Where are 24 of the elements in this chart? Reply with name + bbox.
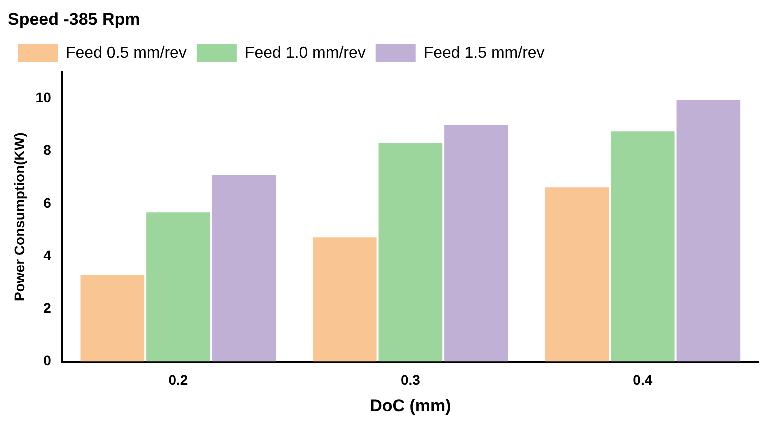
- x-tick-label: 0.3: [400, 372, 421, 388]
- legend-label: Feed 1.5 mm/rev: [424, 44, 545, 62]
- y-tick-label: 10: [36, 90, 52, 106]
- bar: [212, 175, 276, 362]
- y-tick-label: 8: [44, 142, 52, 158]
- bar: [378, 143, 443, 362]
- y-tick-label: 4: [44, 247, 52, 264]
- bar: [146, 212, 210, 362]
- bar: [80, 274, 145, 362]
- bar: [545, 188, 610, 362]
- x-axis-title: DoC (mm): [370, 396, 452, 416]
- chart-title: Speed -385 Rpm: [8, 10, 140, 29]
- y-tick-label: 0: [44, 352, 52, 369]
- legend-label: Feed 0.5 mm/rev: [66, 44, 187, 62]
- y-tick-label: 2: [44, 300, 52, 316]
- bar: [444, 125, 508, 362]
- y-tick-label: 6: [44, 194, 52, 211]
- x-tick-label: 0.4: [633, 372, 653, 388]
- legend-label: Feed 1.0 mm/rev: [244, 44, 366, 62]
- bar: [610, 132, 675, 362]
- x-tick-label: 0.2: [168, 372, 188, 388]
- y-axis-title: Power Consumption(KW): [11, 132, 28, 302]
- bar: [676, 100, 741, 362]
- bar: [312, 238, 377, 362]
